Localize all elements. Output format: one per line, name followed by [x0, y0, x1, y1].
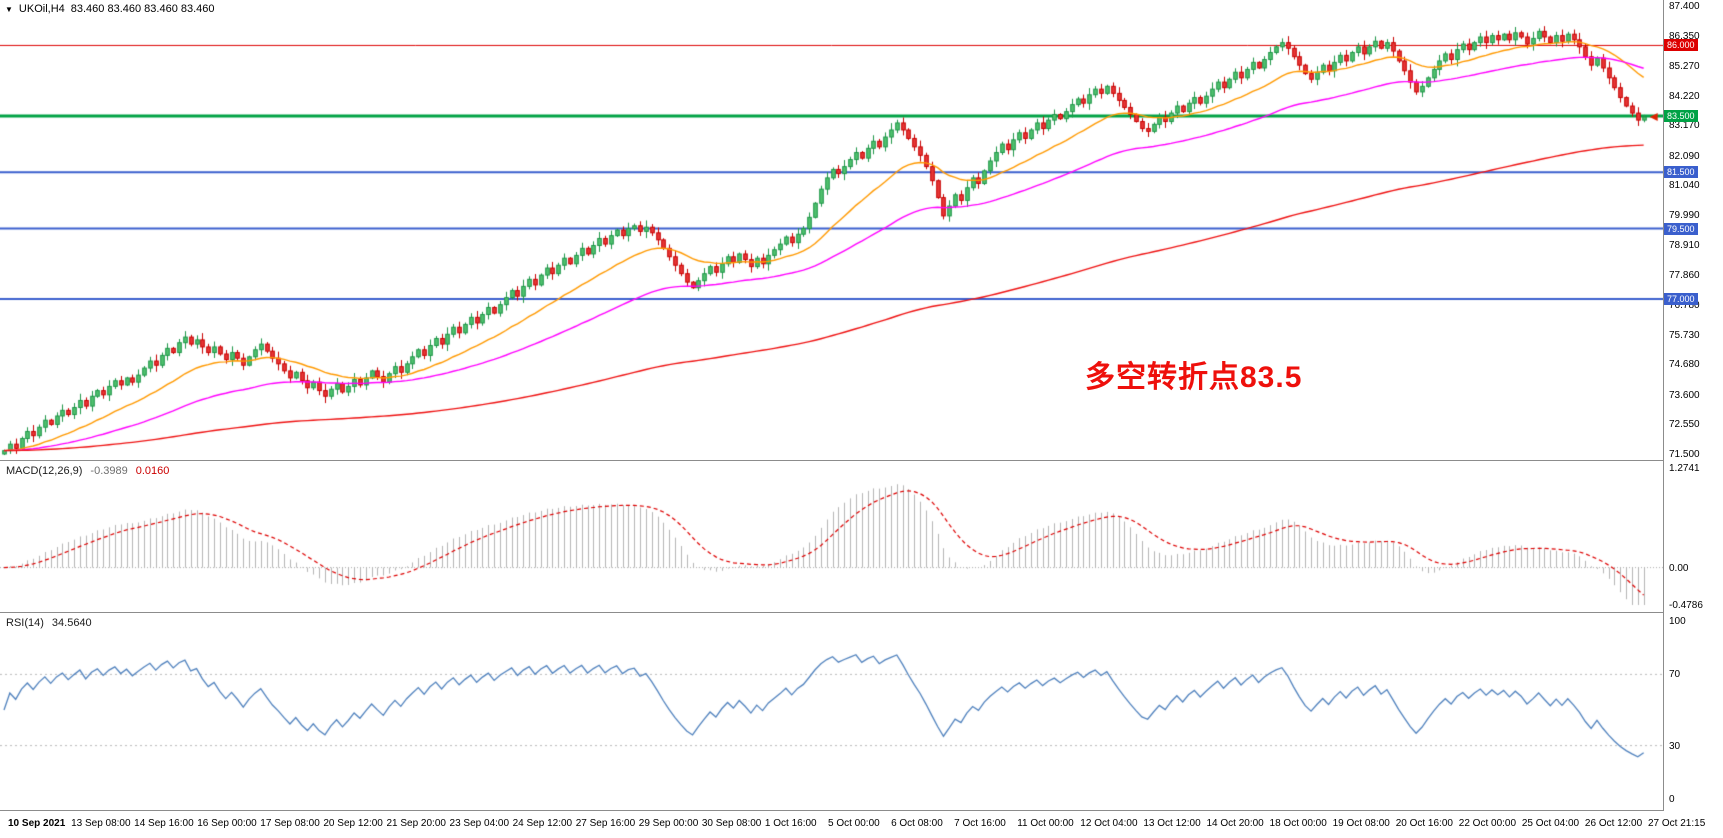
rsi-axis-tick: 30	[1669, 740, 1681, 752]
symbol-dropdown-icon[interactable]: ▼	[5, 4, 13, 14]
time-axis-label: 22 Oct 00:00	[1458, 818, 1517, 829]
time-axis-label: 24 Sep 12:00	[512, 818, 573, 829]
rsi-value: 34.5640	[51, 617, 92, 629]
price-axis-tick: 73.600	[1669, 389, 1700, 401]
rsi-indicator-label: RSI(14) 34.5640	[6, 617, 92, 629]
symbol-period-label: UKOil,H4	[18, 3, 65, 15]
time-axis-label: 20 Sep 12:00	[323, 818, 383, 829]
hline-price-label[interactable]: 79.500	[1664, 222, 1698, 235]
time-axis-label: 11 Oct 00:00	[1017, 818, 1074, 829]
annotation-text[interactable]: 多空转折点83.5	[1085, 361, 1303, 394]
time-axis-label: 21 Sep 20:00	[386, 818, 446, 829]
macd-indicator-label: MACD(12,26,9) -0.3989 0.0160	[6, 465, 169, 477]
macd-indicator-name: MACD(12,26,9)	[6, 465, 83, 477]
macd-main-value: -0.3989	[90, 465, 128, 477]
price-axis-tick: 81.040	[1669, 180, 1700, 192]
time-axis-label: 16 Sep 00:00	[197, 818, 257, 829]
ohlc-values: 83.460 83.460 83.460 83.460	[70, 3, 215, 15]
time-axis-label: 17 Sep 08:00	[260, 818, 320, 829]
hline-price-label[interactable]: 83.500	[1664, 109, 1698, 122]
macd-signal-value: 0.0160	[135, 465, 170, 477]
panel-separator[interactable]	[0, 810, 1723, 811]
time-axis-label: 7 Oct 16:00	[954, 818, 1006, 829]
macd-axis-tick: -0.4786	[1669, 600, 1703, 611]
price-axis-tick: 78.910	[1669, 240, 1700, 252]
price-axis-tick: 76.780	[1669, 300, 1700, 312]
rsi-axis-tick: 0	[1669, 794, 1675, 805]
price-axis-tick: 86.350	[1669, 30, 1700, 42]
price-axis-tick: 71.500	[1669, 449, 1700, 460]
price-axis-tick: 84.220	[1669, 90, 1700, 102]
time-axis-label: 20 Oct 16:00	[1395, 818, 1453, 829]
time-axis-label: 26 Oct 12:00	[1584, 818, 1643, 829]
price-axis-tick: 75.730	[1669, 329, 1700, 341]
price-axis-tick: 87.400	[1669, 1, 1700, 12]
price-axis-tick: 79.990	[1669, 209, 1700, 221]
time-axis-label: 14 Sep 16:00	[134, 818, 194, 829]
time-axis-label: 1 Oct 16:00	[764, 818, 817, 829]
macd-panel-canvas[interactable]	[0, 461, 1663, 612]
rsi-panel-canvas[interactable]	[0, 613, 1663, 810]
time-axis-label: 23 Sep 04:00	[449, 818, 510, 829]
time-axis-label: 25 Oct 04:00	[1521, 818, 1580, 829]
symbol-header: ▼ UKOil,H4 83.460 83.460 83.460 83.460	[5, 3, 215, 15]
hline-price-label[interactable]: 77.000	[1664, 293, 1698, 306]
price-axis[interactable]: 87.400 86.350 85.270 84.220 83.170 82.090 81.0…	[1664, 0, 1723, 811]
time-axis-label: 27 Oct 21:15	[1648, 818, 1706, 829]
price-axis-border	[1663, 0, 1664, 811]
price-axis-tick: 82.090	[1669, 150, 1700, 162]
time-axis[interactable]: 10 Sep 2021 13 Sep 08:00 14 Sep 16:00 16 Se…	[0, 811, 1723, 838]
time-axis-label: 18 Oct 00:00	[1269, 818, 1327, 829]
rsi-axis-tick: 100	[1669, 616, 1686, 627]
time-axis-label: 13 Sep 08:00	[71, 818, 131, 829]
time-axis-label: 12 Oct 04:00	[1080, 818, 1138, 829]
price-axis-tick: 77.860	[1669, 269, 1700, 281]
price-axis-tick: 74.680	[1669, 359, 1700, 371]
hline-price-label[interactable]: 86.000	[1664, 39, 1698, 52]
hline-price-label[interactable]: 81.500	[1664, 166, 1698, 179]
time-axis-label: 27 Sep 16:00	[575, 818, 636, 829]
time-axis-label: 30 Sep 08:00	[701, 818, 762, 829]
time-axis-label: 29 Sep 00:00	[638, 818, 699, 829]
rsi-axis-tick: 70	[1669, 669, 1681, 681]
panel-separator[interactable]	[0, 612, 1723, 613]
rsi-indicator-name: RSI(14)	[6, 617, 44, 629]
macd-axis-tick: 1.2741	[1669, 463, 1700, 474]
time-axis-label: 19 Oct 08:00	[1332, 818, 1390, 829]
price-axis-tick: 85.270	[1669, 61, 1700, 72]
time-axis-label: 14 Oct 20:00	[1206, 818, 1264, 829]
macd-axis-tick: 0.00	[1669, 562, 1689, 574]
time-axis-label: 13 Oct 12:00	[1143, 818, 1201, 829]
panel-separator[interactable]	[0, 460, 1723, 461]
price-axis-tick: 83.170	[1669, 120, 1700, 132]
time-axis-label: 10 Sep 2021	[8, 818, 66, 829]
price-axis-tick: 72.550	[1669, 419, 1700, 431]
main-chart-canvas[interactable]	[0, 0, 1663, 460]
time-axis-label: 5 Oct 00:00	[828, 818, 880, 829]
time-axis-label: 6 Oct 08:00	[891, 818, 943, 829]
